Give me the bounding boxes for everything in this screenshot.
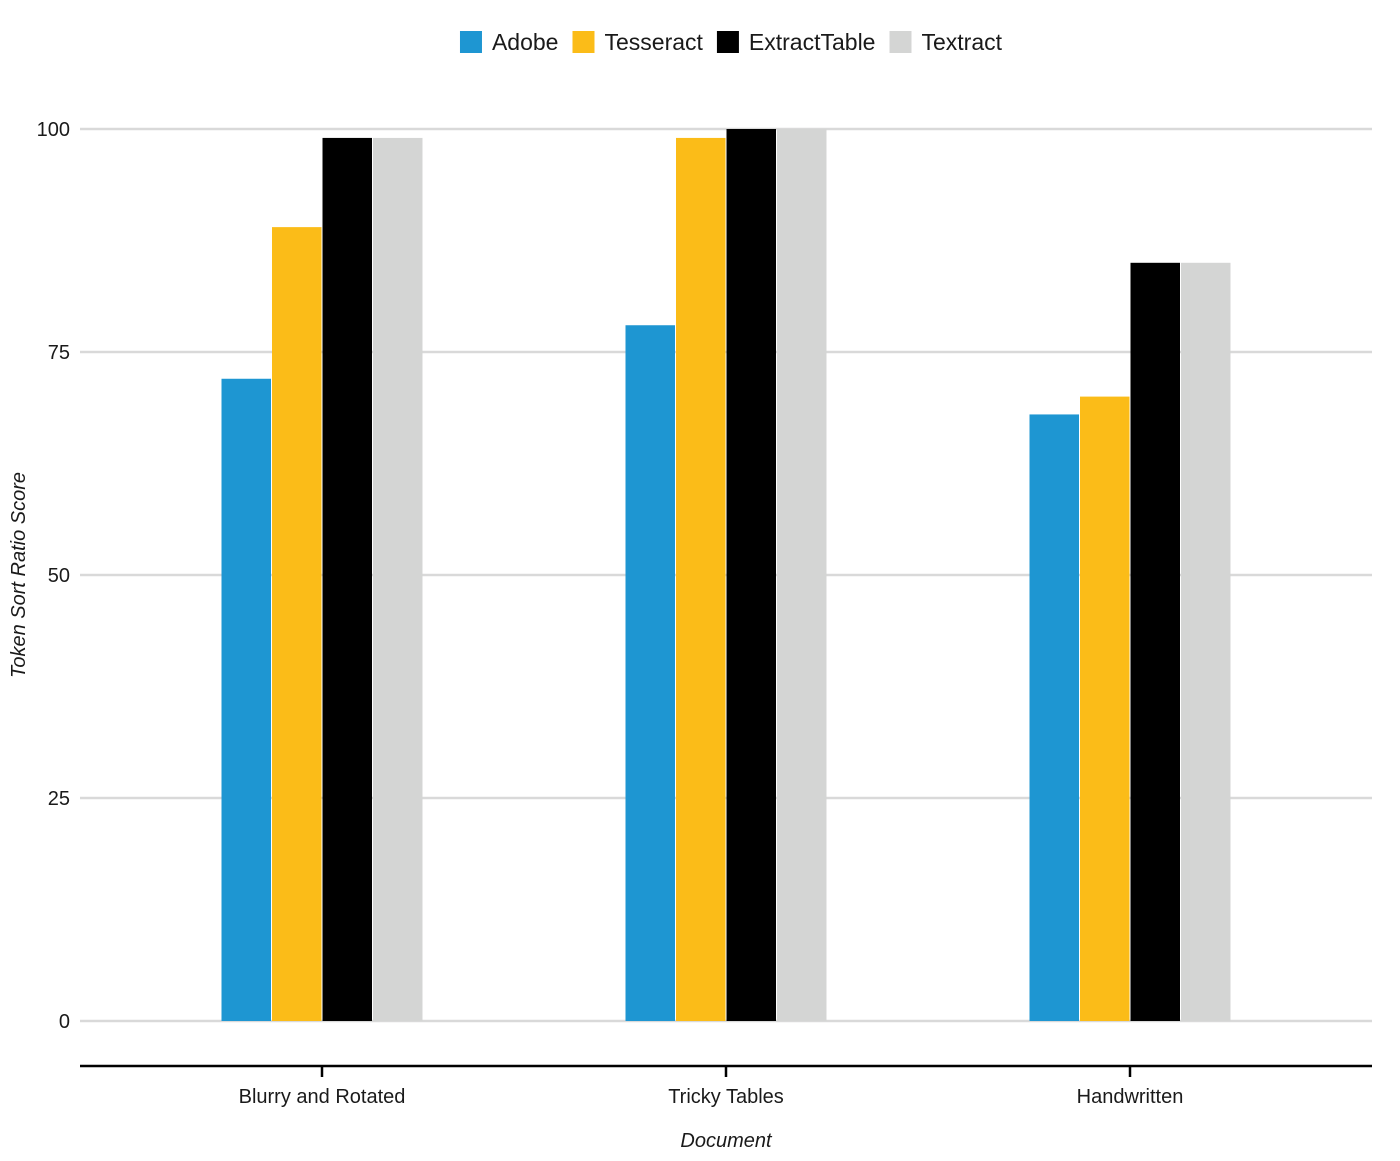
bar-tesseract-3 bbox=[1080, 396, 1130, 1022]
y-tick-label: 0 bbox=[59, 1011, 70, 1033]
x-axis-title: Document bbox=[680, 1130, 773, 1152]
y-tick-label: 50 bbox=[48, 565, 70, 587]
legend-swatch bbox=[459, 31, 482, 53]
legend-label: ExtractTable bbox=[749, 29, 876, 55]
bar-tesseract-2 bbox=[676, 137, 726, 1022]
legend-label: Adobe bbox=[492, 29, 559, 55]
bar-adobe-3 bbox=[1029, 414, 1079, 1021]
legend-swatch bbox=[572, 31, 595, 53]
legend-label: Tesseract bbox=[604, 29, 703, 55]
bar-extracttable-3 bbox=[1130, 262, 1180, 1021]
bar-adobe-1 bbox=[221, 378, 271, 1021]
legend-item-extracttable: ExtractTable bbox=[716, 29, 876, 55]
bar-adobe-2 bbox=[625, 325, 675, 1021]
legend-swatch bbox=[716, 31, 739, 53]
bar-textract-3 bbox=[1181, 262, 1231, 1021]
bar-extracttable-1 bbox=[322, 137, 372, 1022]
y-tick-label: 25 bbox=[48, 788, 70, 810]
legend-item-adobe: Adobe bbox=[459, 29, 559, 55]
bar-extracttable-2 bbox=[726, 129, 776, 1021]
legend-item-textract: Textract bbox=[889, 29, 1003, 55]
bar-textract-1 bbox=[373, 137, 423, 1022]
y-tick-label: 75 bbox=[48, 342, 70, 364]
bar-tesseract-1 bbox=[272, 227, 322, 1021]
legend-label: Textract bbox=[921, 29, 1002, 55]
y-tick-label: 100 bbox=[37, 119, 70, 141]
x-tick-label: Blurry and Rotated bbox=[239, 1086, 406, 1108]
legend-swatch bbox=[889, 31, 912, 53]
legend: Adobe Tesseract ExtractTable Textract bbox=[459, 29, 1003, 55]
bar-textract-2 bbox=[777, 129, 827, 1021]
bars bbox=[221, 129, 1231, 1022]
x-tick-label: Handwritten bbox=[1077, 1086, 1184, 1108]
y-axis-title: Token Sort Ratio Score bbox=[8, 472, 30, 678]
axes: Blurry and Rotated Tricky Tables Handwritt… bbox=[80, 1064, 1372, 1108]
legend-item-tesseract: Tesseract bbox=[572, 29, 704, 55]
x-tick-label: Tricky Tables bbox=[668, 1086, 784, 1108]
